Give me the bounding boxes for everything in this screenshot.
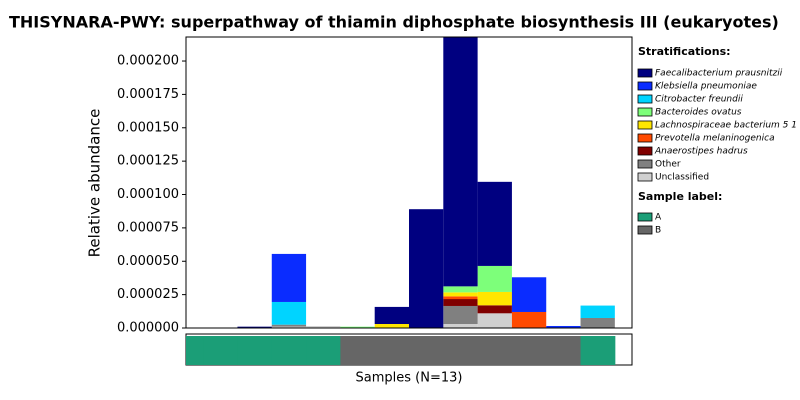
sample-label-cell [237,336,273,365]
bar-segment [477,291,512,306]
sample-label-cell [409,336,444,365]
sample-label-cell [511,336,547,365]
bar-segment [271,326,307,328]
legend-swatch [637,68,653,78]
bar-segment [271,301,307,325]
bar-segment [443,292,478,297]
bar-segment [546,325,581,328]
bar-segment [477,313,512,328]
legend-swatch [637,81,653,91]
bar-segment [271,253,307,302]
legend-swatch [637,172,653,182]
bar-segment [443,305,478,324]
bar-segment [477,181,512,266]
chart-title: THISYNARA-PWY: superpathway of thiamin d… [9,13,779,32]
bar-segment [306,325,341,328]
legend-title: Stratifications: [638,45,731,58]
legend-swatch [637,225,653,235]
bar-segment [477,305,512,314]
legend-label: Lachnospiraceae bacterium 5 1 6 [655,121,800,131]
bar-segment [580,305,615,318]
legend-label: A [655,213,662,223]
y-tick-label: 0.000100 [117,187,179,202]
bar-segment [580,317,615,328]
sample-label-cell [443,336,479,365]
legend-swatch [637,107,653,117]
sample-label-cell [340,336,376,365]
sample-legend-title: Sample label: [638,190,722,203]
legend-label: Bacteroides ovatus [655,108,742,118]
sample-label-cell [546,336,582,365]
bar-segment [340,326,375,328]
y-tick-label: 0.000000 [117,321,179,336]
y-axis-label: Relative abundance [86,109,104,258]
sample-label-cell [477,336,513,365]
sample-label-cell [374,336,410,365]
y-tick-label: 0.000050 [117,254,179,269]
legend-label: Prevotella melaninogenica [655,134,775,144]
bar-segment [409,209,444,328]
legend-swatch [637,94,653,104]
legend-swatch [637,159,653,169]
y-tick-label: 0.000200 [117,54,179,69]
plot-frame [185,36,633,329]
legend-label: Other [655,160,681,170]
bar-segment [443,296,478,300]
y-tick-label: 0.000075 [117,220,179,235]
sample-label-cell [271,336,307,365]
y-tick-label: 0.000025 [117,287,179,302]
x-axis-label: Samples (N=13) [356,371,463,386]
bar-segment [477,265,512,292]
sample-label-cell [186,336,204,365]
legend-label: Anaerostipes hadrus [654,147,748,157]
bar-segment [374,323,409,328]
bar-segment [443,323,478,328]
legend-swatch [637,120,653,130]
bar-segment [511,277,547,312]
legend-label: Citrobacter freundii [655,95,743,105]
legend-swatch [637,133,653,143]
sample-label-cell [203,336,238,365]
legend-label: Unclassified [655,173,709,183]
bar-segment [443,286,478,293]
bar-segment [511,311,547,328]
plot-area [237,37,615,328]
legend-label: B [655,226,661,236]
legend-swatch [637,146,653,156]
y-tick-label: 0.000125 [117,154,179,169]
legend-label: Faecalibacterium prausnitzii [655,69,783,79]
legend-swatch [637,212,653,222]
bar-segment [443,37,478,287]
bar-segment [271,324,307,327]
y-tick-label: 0.000150 [117,120,179,135]
y-tick-label: 0.000175 [117,87,179,102]
sample-label-cell [306,336,341,365]
sample-label-cell [580,336,616,365]
bar-segment [374,306,409,324]
bar-segment [443,299,478,306]
bar-segment [237,326,272,328]
legend-label: Klebsiella pneumoniae [655,82,757,92]
